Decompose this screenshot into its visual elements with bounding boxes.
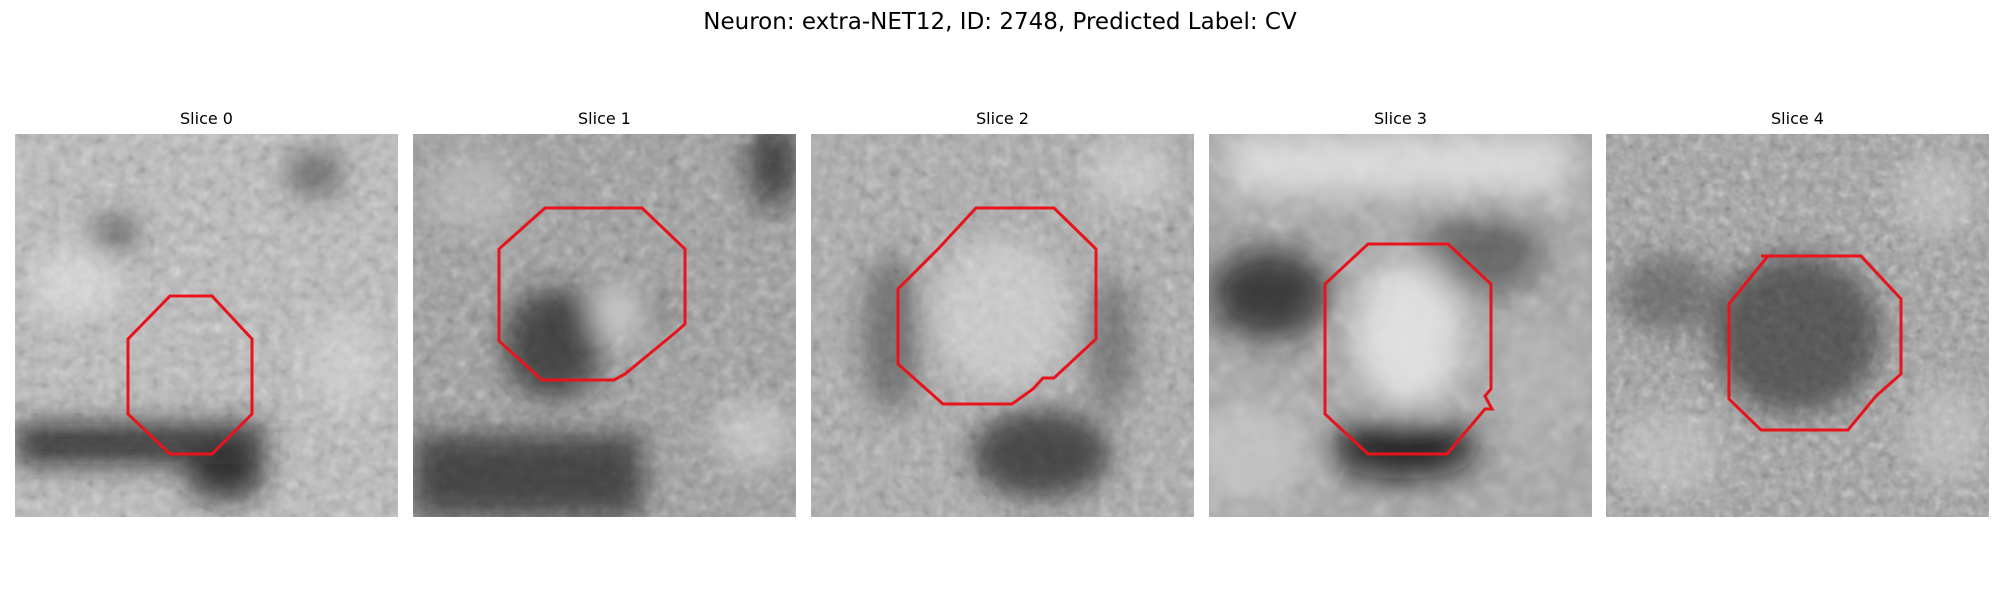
roi-outline bbox=[1727, 254, 1903, 432]
slice-image bbox=[15, 134, 398, 517]
slice-image bbox=[1209, 134, 1592, 517]
image-shading bbox=[861, 139, 1176, 499]
slice-svg bbox=[811, 134, 1194, 517]
slice-title: Slice 4 bbox=[1771, 109, 1824, 128]
slice-panel-0: Slice 0 bbox=[15, 0, 398, 520]
roi-outline bbox=[896, 206, 1098, 406]
image-shading bbox=[1209, 134, 1579, 504]
slice-svg bbox=[15, 134, 398, 517]
slice-image bbox=[1606, 134, 1989, 517]
slice-image bbox=[413, 134, 796, 517]
roi-outline bbox=[126, 294, 254, 456]
roi-outline bbox=[1323, 242, 1495, 456]
image-shading bbox=[1611, 154, 1986, 499]
slice-panel-3: Slice 3 bbox=[1209, 0, 1592, 520]
slice-image bbox=[811, 134, 1194, 517]
slice-panel-1: Slice 1 bbox=[413, 0, 796, 520]
slice-svg bbox=[1209, 134, 1592, 517]
slice-svg bbox=[1606, 134, 1989, 517]
slice-panel-4: Slice 4 bbox=[1606, 0, 1989, 520]
image-shading bbox=[15, 150, 385, 501]
roi-outline bbox=[497, 206, 687, 382]
slice-title: Slice 1 bbox=[578, 109, 631, 128]
slice-panel-2: Slice 2 bbox=[811, 0, 1194, 520]
slice-svg bbox=[413, 134, 796, 517]
slice-title: Slice 2 bbox=[976, 109, 1029, 128]
figure-title: Neuron: extra-NET12, ID: 2748, Predicted… bbox=[703, 9, 1297, 35]
slice-title: Slice 3 bbox=[1374, 109, 1427, 128]
slice-title: Slice 0 bbox=[180, 109, 233, 128]
image-shading bbox=[413, 134, 796, 517]
